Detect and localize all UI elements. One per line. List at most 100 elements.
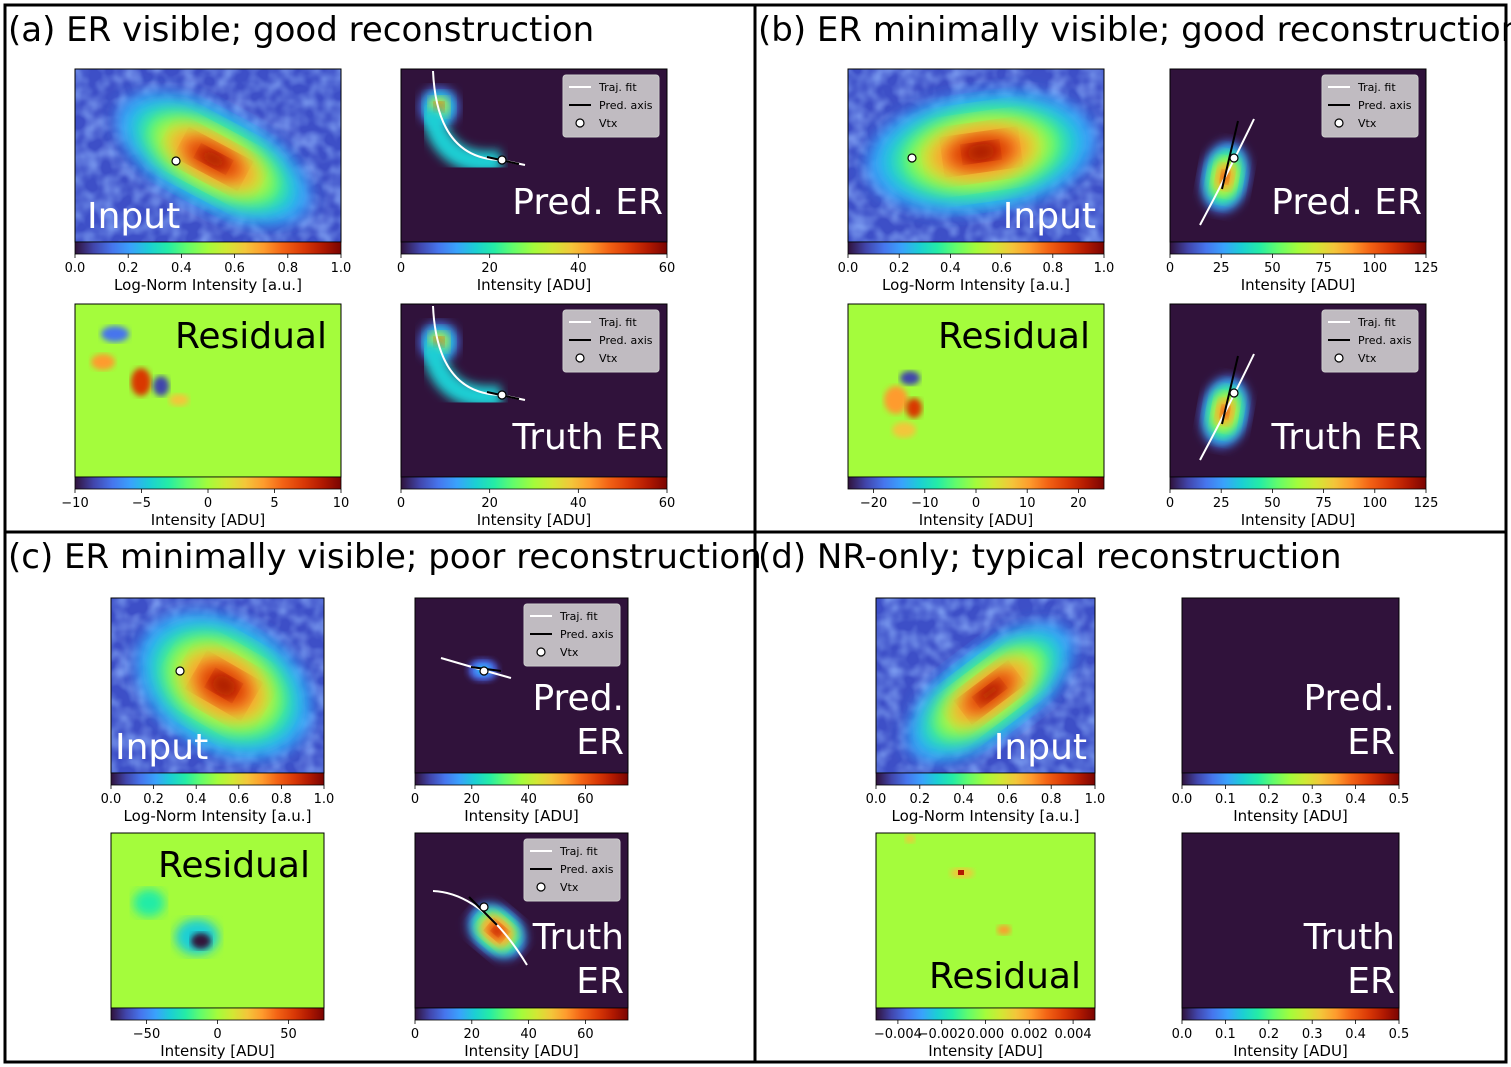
- residual-feature: [169, 394, 189, 406]
- image-c-residual: [111, 833, 324, 1008]
- colorbar: [1182, 773, 1399, 785]
- colorbar: [401, 477, 667, 489]
- colorbar-label: Intensity [ADU]: [477, 276, 592, 294]
- subplot-b-pred: Traj. fit Pred. axis Vtx Pred. ER 0 25 50 75 100…: [1166, 68, 1438, 294]
- colorbar-tick-label: 0.1: [1215, 792, 1236, 807]
- subplot-overlay-label: Input: [87, 196, 180, 237]
- subplot-a-input: Input 0.0 0.2 0.4 0.6 0.8 1.0 Log-Norm Intensit…: [65, 68, 351, 294]
- colorbar-tick-label: 10: [1019, 496, 1036, 511]
- colorbar: [1170, 477, 1426, 489]
- vertex-marker: [175, 666, 185, 676]
- legend-label: Traj. fit: [559, 845, 598, 858]
- colorbar-tick-label: 0.4: [1345, 792, 1366, 807]
- colorbar-tick-label: 0.8: [1042, 261, 1063, 276]
- subplot-overlay-label: Input: [115, 727, 208, 768]
- colorbar-tick-label: 100: [1362, 496, 1387, 511]
- colorbar-tick-label: −10: [61, 496, 88, 511]
- colorbar-label: Intensity [ADU]: [477, 511, 592, 529]
- legend-label: Vtx: [599, 352, 618, 365]
- colorbar-label: Log-Norm Intensity [a.u.]: [892, 807, 1080, 825]
- colorbar: [415, 773, 628, 785]
- heat-blob: [199, 149, 228, 169]
- residual-feature: [958, 870, 964, 875]
- image-b-input: [848, 69, 1104, 242]
- colorbar-tick-label: −50: [133, 1027, 160, 1042]
- colorbar-tick-label: 0.0: [65, 261, 86, 276]
- colorbar-tick-label: 0.004: [1054, 1027, 1091, 1042]
- colorbar-tick-label: 0.2: [909, 792, 930, 807]
- subplot-overlay-label: ER: [576, 961, 624, 1002]
- legend-box: [523, 603, 621, 667]
- residual-feature: [153, 376, 169, 396]
- colorbar-tick-label: 40: [570, 496, 587, 511]
- trajectory-fit-line: [1199, 353, 1255, 461]
- vertex-marker: [497, 155, 507, 165]
- subplot-overlay-label: ER: [1347, 961, 1395, 1002]
- colorbar-tick-label: 60: [659, 496, 676, 511]
- subplot-a-truth: Traj. fit Pred. axis Vtx Truth ER 0 20 40 60 Int…: [397, 303, 676, 529]
- colorbar-tick-label: 5: [270, 496, 278, 511]
- colorbar-tick-label: 20: [464, 1027, 481, 1042]
- colorbar-tick-label: 0: [397, 496, 405, 511]
- colorbar-tick-label: 0.3: [1302, 1027, 1323, 1042]
- legend: Traj. fit Pred. axis Vtx: [1321, 309, 1419, 373]
- image-background: [111, 833, 324, 1008]
- subplot-overlay-label: Truth: [532, 917, 624, 958]
- colorbar-label: Intensity [ADU]: [1241, 276, 1356, 294]
- colorbar-tick-label: 0: [411, 792, 419, 807]
- colorbar-tick-label: 0.002: [1011, 1027, 1048, 1042]
- colorbar-tick-label: 0.4: [953, 792, 974, 807]
- vertex-marker: [171, 156, 181, 166]
- subplot-d-pred: Pred.ER 0.0 0.1 0.2 0.3 0.4 0.5 Intensity [ADU]: [1172, 597, 1409, 825]
- colorbar-label: Intensity [ADU]: [1241, 511, 1356, 529]
- legend-label: Traj. fit: [559, 610, 598, 623]
- colorbar: [848, 242, 1104, 254]
- colorbar-tick-label: 10: [333, 496, 350, 511]
- panel-title-a: (a) ER visible; good reconstruction: [8, 10, 594, 50]
- legend-swatch-vtx: [536, 882, 546, 892]
- legend-label: Pred. axis: [599, 99, 653, 112]
- colorbar-tick-label: 0.6: [997, 792, 1018, 807]
- image-d-input: [876, 598, 1095, 773]
- subplot-overlay-label: Input: [994, 727, 1087, 768]
- subplot-b-truth: Traj. fit Pred. axis Vtx Truth ER 0 25 50 75 100…: [1166, 303, 1438, 529]
- colorbar-tick-label: 0.2: [143, 792, 164, 807]
- heat-blob: [492, 927, 502, 935]
- colorbar-tick-label: 0.0: [838, 261, 859, 276]
- colorbar-tick-label: 20: [481, 261, 498, 276]
- colorbar-tick-label: −0.002: [918, 1027, 966, 1042]
- subplot-c-residual: Residual −50 0 50 Intensity [ADU]: [110, 832, 325, 1060]
- legend-label: Vtx: [1358, 117, 1377, 130]
- colorbar: [111, 773, 324, 785]
- legend-label: Pred. axis: [1358, 99, 1412, 112]
- image-background: [1182, 598, 1399, 773]
- colorbar: [876, 1008, 1095, 1020]
- colorbar-tick-label: 40: [520, 792, 537, 807]
- colorbar-tick-label: 0: [1166, 496, 1174, 511]
- colorbar-tick-label: 0.3: [1302, 792, 1323, 807]
- image-c-input: [111, 598, 324, 773]
- legend-box: [1321, 74, 1419, 138]
- residual-feature: [131, 368, 151, 396]
- colorbar-tick-label: 75: [1315, 261, 1332, 276]
- colorbar: [1170, 242, 1426, 254]
- colorbar-tick-label: 50: [280, 1027, 297, 1042]
- colorbar-label: Intensity [ADU]: [928, 1042, 1043, 1060]
- colorbar-border: [1181, 1007, 1400, 1021]
- colorbar-tick-label: −10: [911, 496, 938, 511]
- panel-title-c: (c) ER minimally visible; poor reconstru…: [8, 537, 762, 577]
- colorbar-border: [414, 1007, 629, 1021]
- subplot-c-pred: Traj. fit Pred. axis Vtx Pred.ER 0 20 40 60Inte…: [411, 597, 629, 825]
- residual-feature: [91, 354, 115, 370]
- legend: Traj. fit Pred. axis Vtx: [562, 309, 660, 373]
- colorbar: [415, 1008, 628, 1020]
- colorbar-label: Intensity [ADU]: [1233, 807, 1348, 825]
- legend-box: [523, 838, 621, 902]
- legend-swatch-vtx: [1334, 353, 1344, 363]
- legend-label: Vtx: [560, 646, 579, 659]
- colorbar-tick-label: 0.4: [186, 792, 207, 807]
